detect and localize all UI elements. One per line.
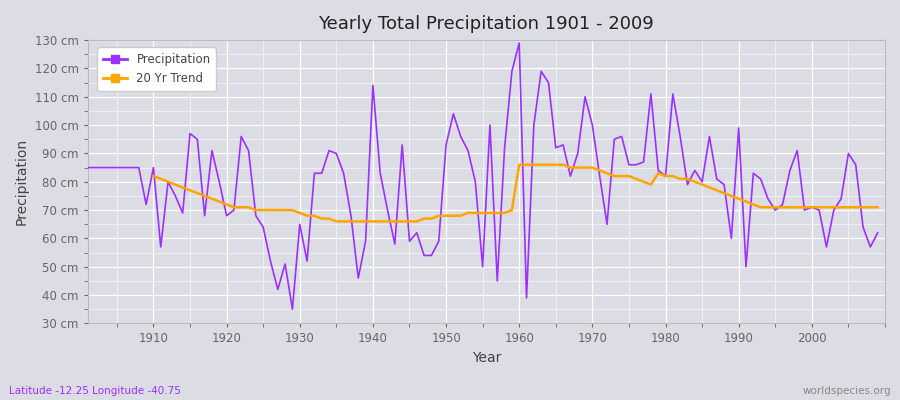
X-axis label: Year: Year: [472, 351, 501, 365]
Title: Yearly Total Precipitation 1901 - 2009: Yearly Total Precipitation 1901 - 2009: [319, 15, 654, 33]
Text: worldspecies.org: worldspecies.org: [803, 386, 891, 396]
Y-axis label: Precipitation: Precipitation: [15, 138, 29, 225]
Legend: Precipitation, 20 Yr Trend: Precipitation, 20 Yr Trend: [97, 48, 217, 91]
Text: Latitude -12.25 Longitude -40.75: Latitude -12.25 Longitude -40.75: [9, 386, 181, 396]
